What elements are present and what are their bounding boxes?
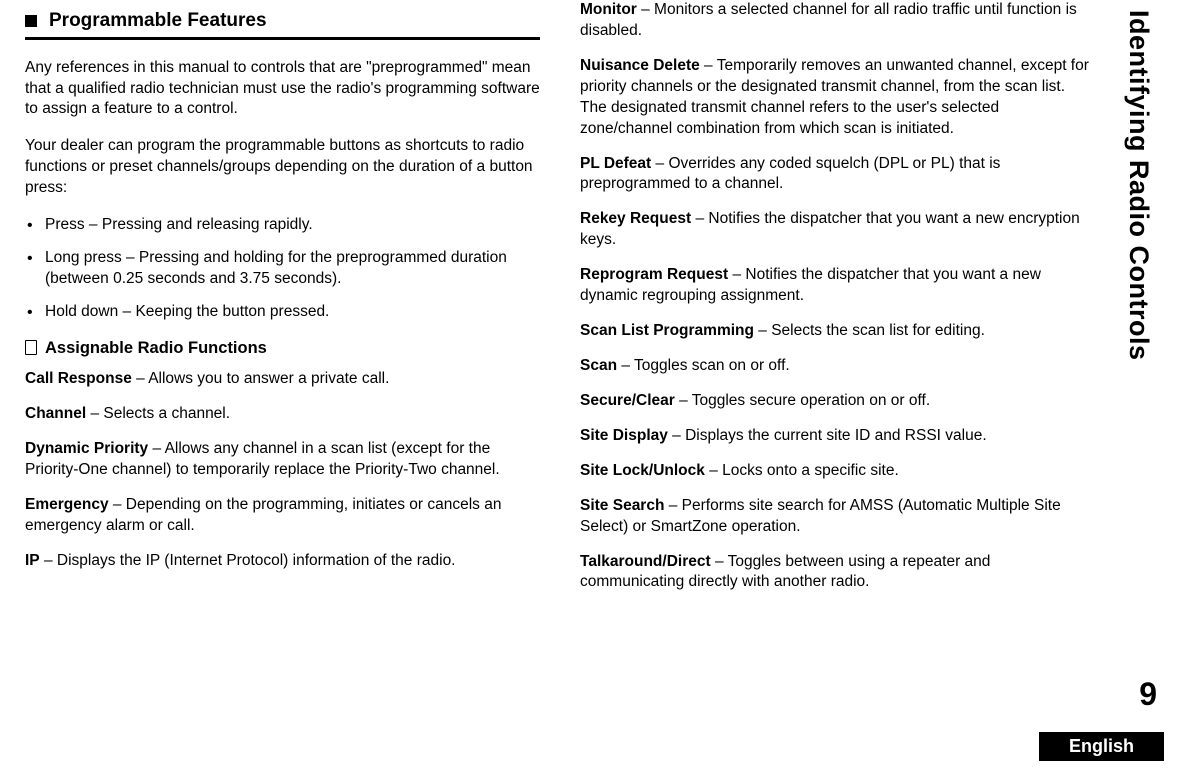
- section-title: Programmable Features: [49, 8, 267, 34]
- side-tab-title: Identifying Radio Controls: [1123, 10, 1154, 361]
- function-name: Reprogram Request: [580, 266, 728, 283]
- function-desc: – Monitors a selected channel for all ra…: [580, 1, 1077, 39]
- function-name: Dynamic Priority: [25, 440, 148, 457]
- section-rule: [25, 37, 540, 40]
- function-name: Site Lock/Unlock: [580, 462, 705, 479]
- function-name: Rekey Request: [580, 210, 691, 227]
- left-column: Programmable Features Any references in …: [25, 0, 540, 607]
- function-desc: – Selects the scan list for editing.: [754, 322, 985, 339]
- function-name: Scan: [580, 357, 617, 374]
- function-item: Call Response – Allows you to answer a p…: [25, 369, 540, 390]
- function-name: PL Defeat: [580, 155, 651, 172]
- function-desc: – Toggles secure operation on or off.: [675, 392, 930, 409]
- function-item: Secure/Clear – Toggles secure operation …: [580, 391, 1095, 412]
- function-item: Monitor – Monitors a selected channel fo…: [580, 0, 1095, 42]
- function-name: Site Display: [580, 427, 668, 444]
- function-name: Nuisance Delete: [580, 57, 700, 74]
- language-label: English: [1039, 732, 1164, 761]
- function-item: Site Search – Performs site search for A…: [580, 496, 1095, 538]
- subsection-header: Assignable Radio Functions: [25, 337, 540, 359]
- press-types-list: Press – Pressing and releasing rapidly. …: [25, 215, 540, 323]
- function-desc: – Selects a channel.: [86, 405, 230, 422]
- function-item: Site Display – Displays the current site…: [580, 426, 1095, 447]
- function-name: Site Search: [580, 497, 664, 514]
- list-item: Long press – Pressing and holding for th…: [25, 248, 540, 290]
- list-item: Press – Pressing and releasing rapidly.: [25, 215, 540, 236]
- function-item: Reprogram Request – Notifies the dispatc…: [580, 265, 1095, 307]
- function-desc: – Locks onto a specific site.: [705, 462, 899, 479]
- function-item: Scan – Toggles scan on or off.: [580, 356, 1095, 377]
- function-item: Rekey Request – Notifies the dispatcher …: [580, 209, 1095, 251]
- function-desc: – Displays the current site ID and RSSI …: [668, 427, 987, 444]
- function-item: Channel – Selects a channel.: [25, 404, 540, 425]
- function-item: Scan List Programming – Selects the scan…: [580, 321, 1095, 342]
- function-name: Secure/Clear: [580, 392, 675, 409]
- page-icon: [25, 340, 37, 355]
- subsection-title: Assignable Radio Functions: [45, 337, 267, 359]
- section-header: Programmable Features: [25, 8, 540, 34]
- function-name: Talkaround/Direct: [580, 553, 711, 570]
- function-name: IP: [25, 552, 40, 569]
- function-name: Emergency: [25, 496, 109, 513]
- function-item: Emergency – Depending on the programming…: [25, 495, 540, 537]
- function-item: Nuisance Delete – Temporarily removes an…: [580, 56, 1095, 140]
- intro-paragraph-1: Any references in this manual to control…: [25, 58, 540, 121]
- function-item: IP – Displays the IP (Internet Protocol)…: [25, 551, 540, 572]
- page-number: 9: [1139, 676, 1157, 713]
- square-bullet-icon: [25, 15, 37, 27]
- function-name: Monitor: [580, 1, 637, 18]
- function-desc: – Allows you to answer a private call.: [132, 370, 390, 387]
- function-name: Channel: [25, 405, 86, 422]
- list-item: Hold down – Keeping the button pressed.: [25, 302, 540, 323]
- function-item: Site Lock/Unlock – Locks onto a specific…: [580, 461, 1095, 482]
- function-item: PL Defeat – Overrides any coded squelch …: [580, 154, 1095, 196]
- intro-paragraph-2: Your dealer can program the programmable…: [25, 136, 540, 199]
- function-item: Dynamic Priority – Allows any channel in…: [25, 439, 540, 481]
- function-item: Talkaround/Direct – Toggles between usin…: [580, 552, 1095, 594]
- content-area: Programmable Features Any references in …: [25, 0, 1095, 607]
- function-name: Scan List Programming: [580, 322, 754, 339]
- function-name: Call Response: [25, 370, 132, 387]
- function-desc: – Displays the IP (Internet Protocol) in…: [40, 552, 456, 569]
- right-column: Monitor – Monitors a selected channel fo…: [580, 0, 1095, 607]
- function-desc: – Toggles scan on or off.: [617, 357, 790, 374]
